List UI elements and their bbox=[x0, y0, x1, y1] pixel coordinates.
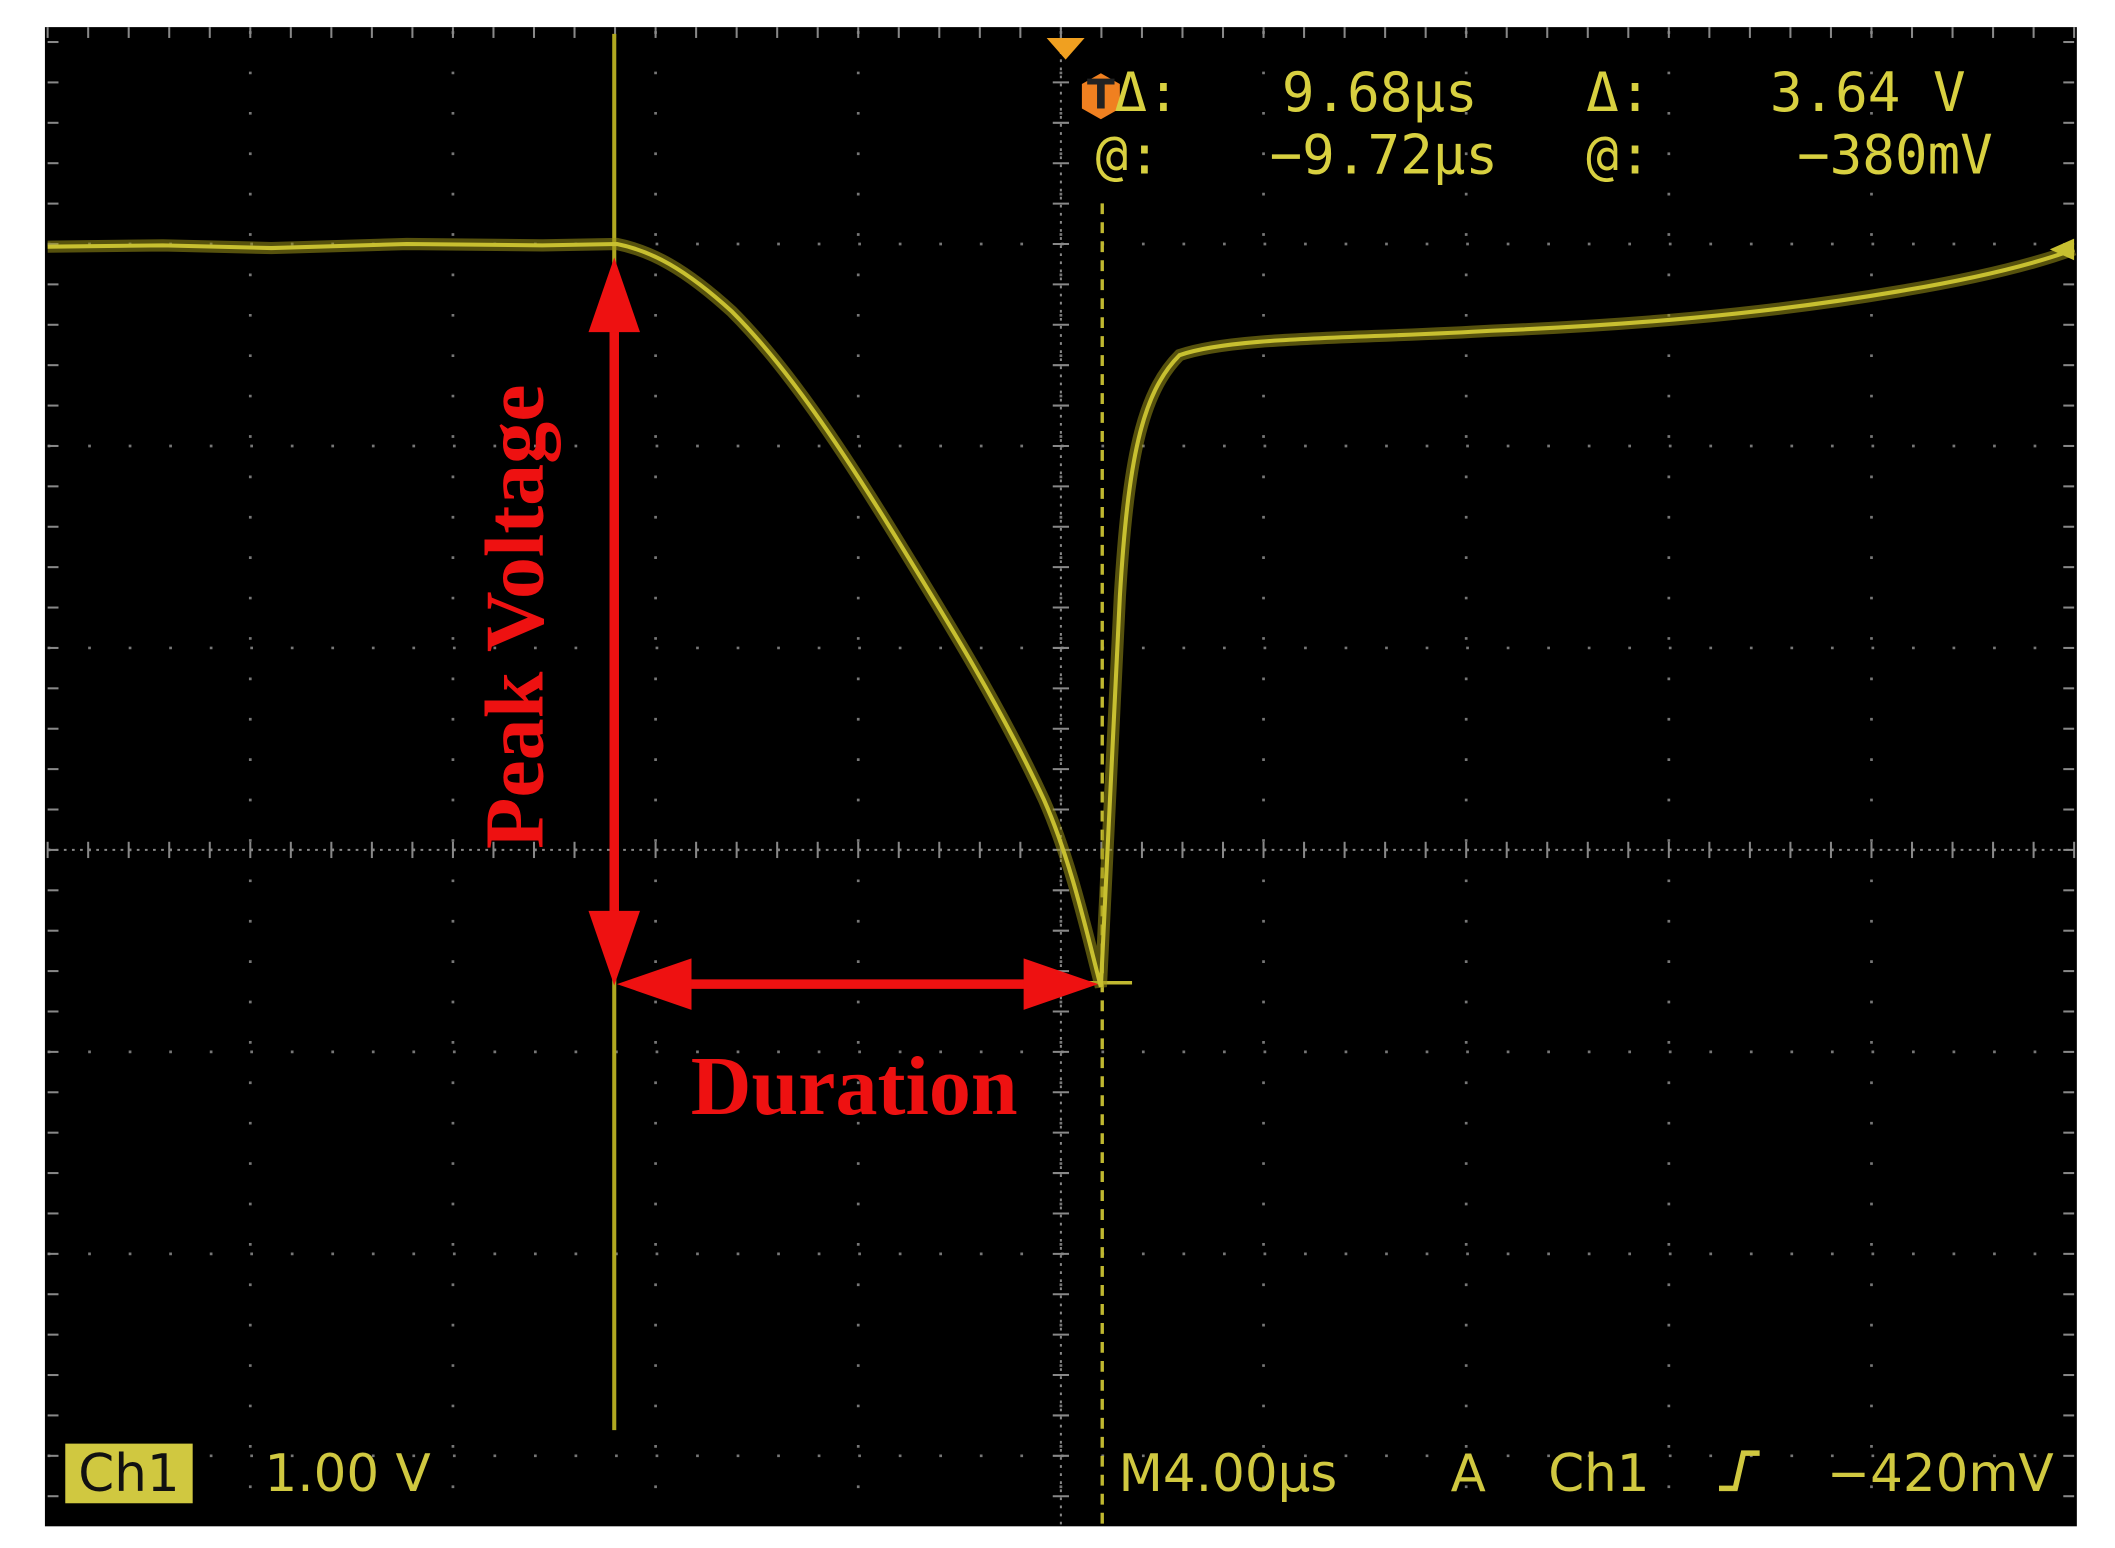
channel: Ch1 bbox=[78, 1444, 179, 1504]
arrow-head bbox=[616, 958, 692, 1010]
annotation-arrows bbox=[588, 257, 1099, 1010]
acquisition-mode: A bbox=[1451, 1444, 1486, 1504]
readout-value: −380mV bbox=[1797, 124, 1993, 187]
trigger-slope-icon bbox=[1718, 1450, 1760, 1492]
trigger-level: −420mV bbox=[1827, 1444, 2054, 1504]
readout-label: Δ: bbox=[1114, 61, 1179, 124]
vertical-scale: 1.00 V bbox=[265, 1444, 431, 1504]
readout-value: 9.68µs bbox=[1282, 61, 1478, 124]
trigger-position-marker bbox=[1046, 37, 1085, 60]
peak-voltage-label: Peak Voltage bbox=[468, 385, 561, 850]
arrow-head bbox=[588, 910, 641, 986]
scope-screen bbox=[44, 27, 2077, 1527]
trigger-marker: T bbox=[1087, 70, 1115, 118]
channel-badge bbox=[65, 1443, 193, 1504]
readout-label: Δ: bbox=[1586, 61, 1651, 124]
timebase: M4.00µs bbox=[1118, 1444, 1337, 1504]
arrow-head bbox=[588, 257, 641, 333]
arrow-head bbox=[1023, 958, 1099, 1010]
readout-label: @: bbox=[1095, 124, 1160, 187]
trigger-source: Ch1 bbox=[1548, 1444, 1649, 1504]
trigger-badge bbox=[1081, 73, 1120, 120]
duration-label: Duration bbox=[691, 1040, 1018, 1133]
readout-value: −9.72µs bbox=[1270, 124, 1498, 187]
readout-value: 3.64 V bbox=[1770, 61, 1966, 124]
readout-label: @: bbox=[1586, 124, 1651, 187]
level-marker bbox=[2049, 238, 2075, 261]
waveform bbox=[47, 241, 2075, 988]
